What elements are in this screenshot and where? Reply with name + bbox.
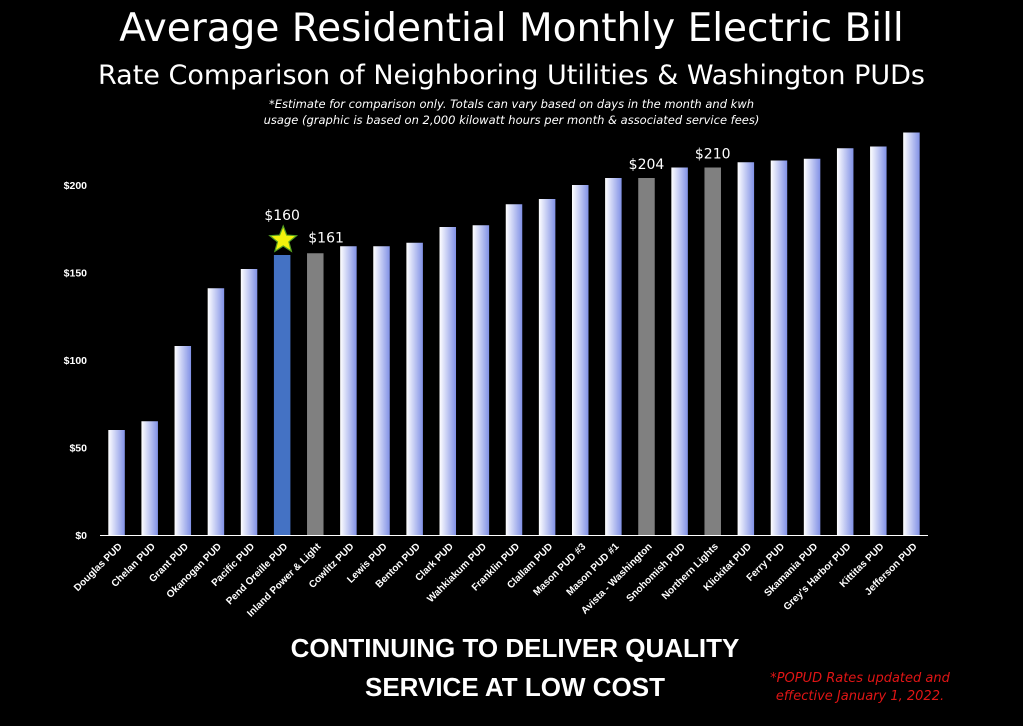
bar-snohomish-pud [671,167,688,535]
bar-pend-oreille-pud [273,255,291,535]
bar-cowlitz-pud [340,246,357,535]
bar-clark-pud [439,227,457,535]
bar-inland-power-light [307,253,324,535]
bar-wahkiakum-pud [472,225,490,535]
chart-subtitle: Rate Comparison of Neighboring Utilities… [98,60,925,91]
tagline-line-2: SERVICE AT LOW COST [365,672,665,702]
bar-grant-pud [174,346,192,535]
bar-ferry-pud [770,160,788,535]
data-label: $161 [308,230,344,246]
x-tick-label: Northern Lights [660,541,721,602]
star-icon [268,224,299,253]
bar-avista-washington [638,178,655,535]
annotations: $160 $161 $204 $210 [264,147,731,253]
rates-footnote-line-2: effective January 1, 2022. [775,689,945,704]
bar-mason-pud-3 [571,185,589,535]
data-label: $160 [264,208,300,224]
bar-jefferson-pud [903,132,920,535]
x-tick-label: Pend Oreille PUD [224,541,290,607]
tagline-line-1: CONTINUING TO DELIVER QUALITY [290,633,740,663]
bar-chelan-pud [141,421,158,535]
x-tick-label: Wahkiakum PUD [425,541,489,605]
bar-klickitat-pud [737,162,755,535]
bar-grey-s-harbor-pud [836,148,854,535]
bar-pacific-pud [240,269,258,535]
bar-clallam-pud [538,199,556,535]
bar-franklin-pud [505,204,523,535]
x-tick-label: Snohomish PUD [625,541,688,604]
bar-benton-pud [406,242,423,535]
y-tick-label: $150 [64,268,88,280]
bar-lewis-pud [373,246,390,535]
rates-footnote-line-1: *POPUD Rates updated and [770,671,950,686]
chart-title: Average Residential Monthly Electric Bil… [119,6,904,51]
y-tick-label: $0 [75,530,87,542]
estimate-note-line-2: usage (graphic is based on 2,000 kilowat… [263,113,760,127]
data-label: $210 [695,147,731,163]
y-axis: $0 $50 $100 $150 $200 [64,180,88,542]
bar-northern-lights [704,167,721,535]
bar-okanogan-pud [207,288,225,535]
estimate-note-line-1: *Estimate for comparison only. Totals ca… [268,97,755,111]
data-label: $204 [629,157,665,173]
bar-kittitas-pud [870,146,887,535]
bar-series [108,132,920,535]
y-tick-label: $50 [69,443,87,455]
y-tick-label: $100 [64,355,88,367]
bar-skamania-pud [803,158,821,535]
y-tick-label: $200 [64,180,88,192]
bar-mason-pud-1 [605,178,622,535]
bar-douglas-pud [108,430,125,535]
